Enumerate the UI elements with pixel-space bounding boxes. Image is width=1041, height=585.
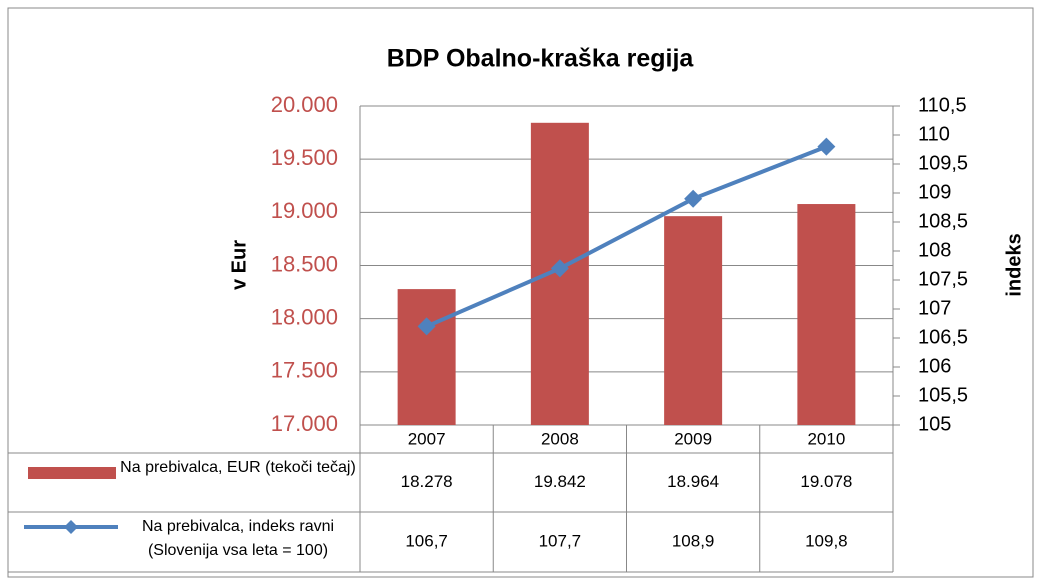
- y-tick-label: 17.000: [271, 411, 338, 436]
- table-value: 19.078: [800, 472, 852, 491]
- legend-label: Na prebivalca, indeks ravni (Slovenija v…: [141, 518, 335, 559]
- x-tick-label: 2009: [674, 429, 712, 448]
- chart-border: [7, 7, 1034, 578]
- y2-tick-label: 109,5: [918, 152, 968, 174]
- y2-tick-label: 105: [918, 413, 951, 435]
- table-value: 18.278: [401, 472, 453, 491]
- y-axis-label: v Eur: [228, 240, 250, 290]
- y-tick-label: 18.500: [271, 251, 338, 276]
- y2-tick-label: 108: [918, 239, 951, 261]
- y2-tick-label: 106,5: [918, 326, 968, 348]
- bar: [797, 204, 856, 425]
- table-value: 19.842: [534, 472, 586, 491]
- bar: [664, 216, 723, 425]
- x-tick-label: 2010: [807, 429, 845, 448]
- legend-label-box: Na prebivalca, indeks ravni (Slovenija v…: [141, 518, 335, 559]
- y2-tick-label: 107,5: [918, 268, 968, 290]
- y2-tick-label: 105,5: [918, 384, 968, 406]
- table-value: 106,7: [405, 531, 448, 550]
- y-tick-label: 20.000: [271, 92, 338, 117]
- x-tick-label: 2007: [408, 429, 446, 448]
- marker: [550, 259, 569, 278]
- legend-key: [28, 467, 116, 479]
- y2-tick-label: 108,5: [918, 210, 968, 232]
- y2-tick-label: 106: [918, 355, 951, 377]
- y-tick-label: 18.000: [271, 304, 338, 329]
- chart-title: BDP Obalno-kraška regija: [387, 45, 695, 73]
- legend-label: Na prebivalca, EUR (tekoči tečaj): [120, 459, 356, 476]
- y-tick-label: 19.500: [271, 145, 338, 170]
- y2-axis-label: indeks: [1003, 233, 1025, 296]
- table-value: 107,7: [539, 531, 582, 550]
- table-value: 109,8: [805, 531, 848, 550]
- marker: [684, 189, 703, 208]
- x-tick-label: 2008: [541, 429, 579, 448]
- marker: [417, 317, 436, 336]
- marker: [817, 137, 836, 156]
- y2-tick-label: 109: [918, 181, 951, 203]
- table-value: 18.964: [667, 472, 719, 491]
- y-tick-label: 17.500: [271, 358, 338, 383]
- y2-tick-label: 110,5: [918, 94, 967, 116]
- line: [425, 144, 828, 329]
- legend-key: [64, 520, 78, 534]
- y2-tick-label: 110: [918, 123, 950, 145]
- y2-tick-label: 107: [918, 297, 951, 319]
- table-value: 108,9: [672, 531, 715, 550]
- y-tick-label: 19.000: [271, 198, 338, 223]
- bar: [397, 289, 456, 425]
- legend-label-box: Na prebivalca, EUR (tekoči tečaj): [120, 459, 356, 476]
